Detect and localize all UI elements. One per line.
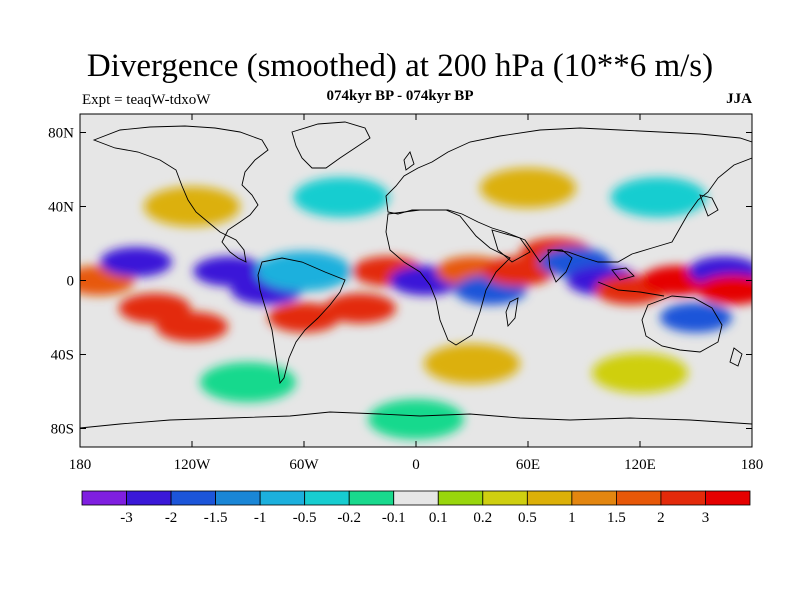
colorbar-swatch: [482, 490, 528, 506]
field-cell-29: [368, 399, 464, 440]
coastline-arabia: [491, 229, 531, 263]
colorbar-label: -2: [165, 510, 178, 526]
coastline-japan: [699, 194, 719, 217]
field-cell-25: [610, 177, 707, 218]
colorbar-label: -1: [254, 510, 267, 526]
plot-subtitle: 074kyr BP - 074kyr BP: [326, 88, 474, 104]
colorbar-label: 1: [568, 510, 576, 526]
field-cell-20: [697, 274, 752, 305]
coastline-india: [547, 249, 573, 283]
coastline-uk: [403, 151, 415, 171]
colorbar-label: 2: [657, 510, 665, 526]
colorbar-label: -1.5: [204, 510, 228, 526]
field-cell-28: [592, 353, 688, 393]
axis-ticks: 80N 40N 0 40S 80S 180 120W 60W 0 60E 120E 180: [48, 114, 763, 473]
colorbar-label: 1.5: [607, 510, 626, 526]
colorbar-swatch: [437, 490, 484, 506]
colorbar-label: 3: [702, 510, 710, 526]
colorbar-label: -0.1: [382, 510, 406, 526]
colorbar-swatch: [616, 490, 662, 506]
field-cell-26: [200, 362, 296, 403]
coastline-north-america: [92, 125, 269, 263]
colorbar-label: 0.5: [518, 510, 537, 526]
colorbar-label: -0.2: [337, 510, 361, 526]
colorbar-swatch: [259, 490, 306, 506]
colorbar-swatch: [126, 490, 172, 506]
x-tick-label: 120W: [174, 457, 212, 473]
colorbar: -3 -2 -1.5 -1 -0.5 -0.2 -0.1 0.1 0.2 0.5 1 1.5 2 3: [81, 490, 751, 526]
field-cell-3: [156, 311, 228, 342]
coastline-new-zealand: [729, 347, 743, 367]
field-cell-6: [256, 251, 352, 292]
colorbar-swatch: [393, 490, 439, 506]
coastline-antarctica: [80, 411, 752, 429]
colorbar-swatch: [571, 490, 617, 506]
y-tick-label: 40S: [51, 348, 74, 364]
colorbar-label: 0.1: [429, 510, 448, 526]
coastlines: [80, 121, 752, 429]
colorbar-swatch: [304, 490, 350, 506]
colorbar-swatch: [348, 490, 395, 506]
coastline-south-america: [257, 257, 346, 385]
coastline-greenland: [291, 121, 371, 169]
x-tick-label: 60E: [516, 457, 540, 473]
colorbar-swatch: [170, 490, 216, 506]
x-tick-label: 180: [69, 457, 92, 473]
colorbar-swatch: [215, 490, 261, 506]
coastline-madagascar: [505, 297, 519, 328]
field-cell-21: [660, 302, 732, 333]
y-tick-label: 80N: [48, 126, 74, 142]
x-tick-label: 180: [741, 457, 764, 473]
colorbar-swatch: [526, 490, 573, 506]
season-label: JJA: [726, 91, 752, 107]
y-tick-label: 0: [67, 274, 75, 290]
field-cell-24: [480, 168, 576, 208]
field-cell-7: [268, 302, 340, 333]
field-cell-27: [424, 343, 520, 384]
field-cell-8: [324, 293, 396, 324]
y-tick-label: 40N: [48, 200, 74, 216]
coastline-australia: [641, 295, 723, 353]
colorbar-swatch: [81, 490, 127, 506]
plot-title: Divergence (smoothed) at 200 hPa (10**6 …: [86, 48, 714, 84]
experiment-label: Expt = teaqW-tdxoW: [82, 92, 211, 108]
colorbar-label: -0.5: [293, 510, 317, 526]
divergence-field: [80, 168, 752, 440]
x-tick-label: 0: [412, 457, 420, 473]
coastline-eurasia: [385, 127, 752, 263]
field-cell-23: [293, 177, 390, 218]
coastline-indonesia: [597, 267, 665, 297]
x-tick-label: 60W: [289, 457, 319, 473]
y-tick-label: 80S: [51, 422, 74, 438]
field-cell-1: [100, 247, 172, 277]
x-tick-label: 120E: [624, 457, 656, 473]
coastline-africa: [385, 209, 511, 346]
colorbar-swatch: [705, 490, 751, 506]
colorbar-swatch: [660, 490, 706, 506]
colorbar-label: -3: [120, 510, 133, 526]
colorbar-label: 0.2: [473, 510, 492, 526]
